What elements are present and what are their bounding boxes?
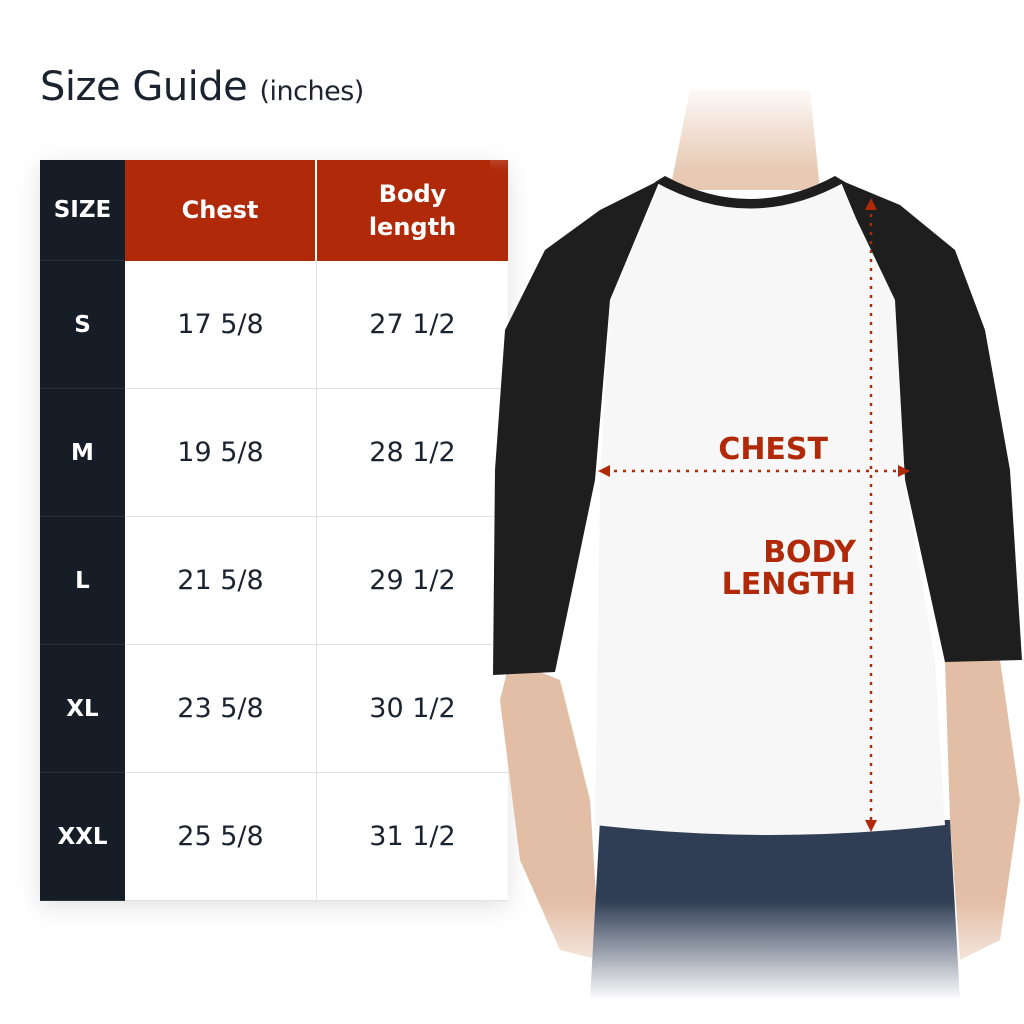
arrow-down-icon: [865, 820, 877, 832]
shirt-illustration: [490, 80, 1024, 1000]
arrow-right-icon: [898, 465, 910, 477]
chest-cell: 23 5/8: [125, 645, 317, 773]
header-chest: Chest: [125, 160, 317, 261]
chest-cell: 25 5/8: [125, 773, 317, 901]
shirt-body: [595, 185, 945, 835]
size-cell: S: [40, 261, 125, 389]
page-title: Size Guide (inches): [40, 64, 364, 110]
body-length-cell: 27 1/2: [317, 261, 508, 389]
table-row: L 21 5/8 29 1/2: [40, 517, 508, 645]
table-row: S 17 5/8 27 1/2: [40, 261, 508, 389]
arrow-left-icon: [598, 465, 610, 477]
left-sleeve: [493, 180, 660, 675]
collar: [655, 176, 845, 209]
body-length-cell: 29 1/2: [317, 517, 508, 645]
chest-cell: 19 5/8: [125, 389, 317, 517]
left-arm: [500, 660, 600, 960]
size-cell: L: [40, 517, 125, 645]
body-length-cell: 28 1/2: [317, 389, 508, 517]
chest-label: CHEST: [718, 432, 828, 467]
table-row: M 19 5/8 28 1/2: [40, 389, 508, 517]
title-text: Size Guide: [40, 64, 248, 110]
body-length-label-1: BODY: [763, 535, 856, 570]
size-table: SIZE Chest Body length S 17 5/8 27 1/2 M 19 …: [40, 160, 508, 901]
body-length-label-2: LENGTH: [721, 567, 856, 602]
right-sleeve: [840, 180, 1022, 662]
size-cell: XL: [40, 645, 125, 773]
body-length-cell: 31 1/2: [317, 773, 508, 901]
body-length-cell: 30 1/2: [317, 645, 508, 773]
title-unit: (inches): [259, 76, 365, 107]
header-body-length-text: Body length: [368, 180, 457, 241]
header-body-length: Body length: [317, 160, 508, 261]
table-row: XL 23 5/8 30 1/2: [40, 645, 508, 773]
chest-cell: 21 5/8: [125, 517, 317, 645]
chest-cell: 17 5/8: [125, 261, 317, 389]
table-header: SIZE Chest Body length: [40, 160, 508, 261]
size-cell: M: [40, 389, 125, 517]
header-size: SIZE: [40, 160, 125, 261]
right-arm: [945, 660, 1020, 960]
arrow-up-icon: [865, 198, 877, 210]
size-cell: XXL: [40, 773, 125, 901]
table-row: XXL 25 5/8 31 1/2: [40, 773, 508, 901]
